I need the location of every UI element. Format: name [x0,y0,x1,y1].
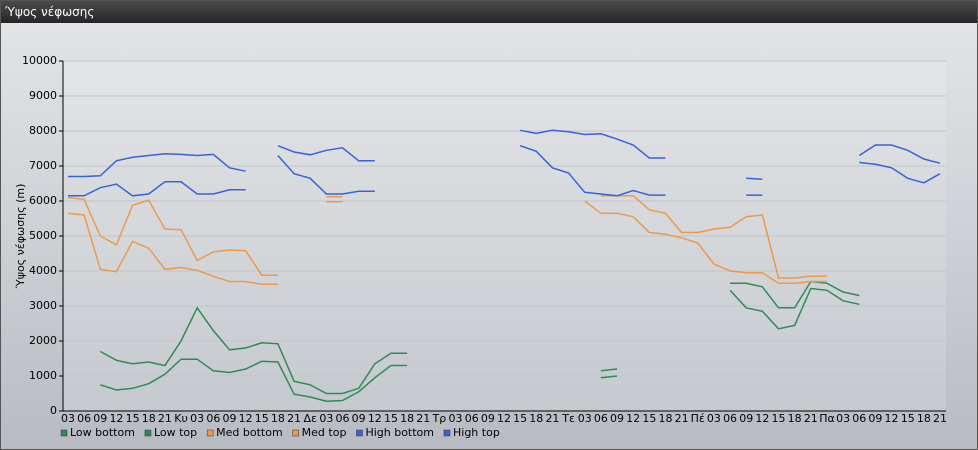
x-tick-label: 18 [271,412,285,425]
series-line [67,195,827,279]
x-tick-label: 03 [319,412,333,425]
y-tick-label: 9000 [29,89,57,102]
y-tick-label: 5000 [29,229,57,242]
legend-swatch [60,429,68,437]
window-title: Ύψος νέφωσης [1,1,977,23]
y-tick-label: 3000 [29,299,57,312]
x-tick-label: 21 [416,412,430,425]
x-tick-label: 06 [465,412,479,425]
y-tick-label: 0 [50,404,57,417]
x-tick-label: 09 [352,412,366,425]
x-tick-label: 12 [109,412,123,425]
x-tick-label: 18 [917,412,931,425]
legend-swatch [443,429,451,437]
y-tick-label: 10000 [22,54,57,67]
x-tick-label: 06 [336,412,350,425]
x-tick-label: 21 [933,412,947,425]
legend-label: Low bottom [70,426,135,439]
x-tick-label: 12 [626,412,640,425]
y-tick-label: 4000 [29,264,57,277]
legend-label: High bottom [365,426,434,439]
x-tick-label: 06 [594,412,608,425]
y-tick-label: 2000 [29,334,57,347]
x-tick-label: 03 [578,412,592,425]
x-tick-label: 21 [287,412,301,425]
legend-swatch [292,429,299,437]
x-tick-label: 15 [384,412,398,425]
x-tick-label: 18 [658,412,672,425]
x-tick-label: 12 [497,412,511,425]
x-tick-label: 09 [739,412,753,425]
legend-label: Med top [302,426,347,439]
x-tick-label: 09 [222,412,236,425]
x-tick-label: 15 [255,412,269,425]
y-axis-label: Ύψος νέφωσης (m) [14,184,27,290]
y-tick-label: 1000 [29,369,57,382]
series-line [67,200,827,286]
x-tick-label: 03 [449,412,463,425]
x-tick-label: 12 [885,412,899,425]
x-tick-label: 21 [545,412,559,425]
x-tick-label: 09 [868,412,882,425]
x-tick-label: Τε [561,412,575,425]
series-line [100,287,860,402]
x-tick-label: 15 [126,412,140,425]
x-tick-label: 15 [513,412,527,425]
x-tick-label: 09 [610,412,624,425]
x-tick-label: 03 [707,412,721,425]
x-tick-label: 06 [852,412,866,425]
x-tick-label: 21 [158,412,172,425]
x-tick-label: 15 [901,412,915,425]
x-tick-label: 18 [529,412,543,425]
x-tick-label: 03 [836,412,850,425]
series-line [68,129,941,181]
x-tick-label: 12 [368,412,382,425]
x-tick-label: 03 [61,412,75,425]
legend-label: Med bottom [216,426,283,439]
legend-swatch [356,429,363,437]
series-line [99,280,860,395]
y-tick-label: 6000 [29,194,57,207]
x-tick-label: Πα [819,412,835,425]
x-tick-label: 12 [755,412,769,425]
x-tick-label: Δε [303,412,317,425]
legend-label: High top [453,426,500,439]
legend-label: Low top [154,426,197,439]
x-tick-label: Τρ [432,412,447,425]
x-tick-label: 15 [642,412,656,425]
legend-swatch [206,429,214,437]
x-tick-label: Κυ [174,412,188,425]
x-tick-label: 15 [772,412,786,425]
y-tick-label: 8000 [29,124,57,137]
x-tick-label: 18 [400,412,414,425]
y-tick-label: 7000 [29,159,57,172]
x-tick-label: 18 [788,412,802,425]
x-tick-label: Πέ [691,412,705,425]
chart: 0 1000 2000 3000 4000 5000 6000 7000 8000 9000 100… [14,54,947,439]
x-tick-label: 09 [481,412,495,425]
x-tick-label: 06 [206,412,220,425]
x-tick-label: 06 [723,412,737,425]
x-tick-label: 06 [77,412,91,425]
legend-swatch [144,429,152,437]
x-tick-label: 18 [142,412,156,425]
series-line [68,144,941,197]
x-tick-label: 12 [239,412,253,425]
x-tick-label: 21 [675,412,689,425]
x-tick-label: 21 [804,412,818,425]
x-tick-label: 03 [190,412,204,425]
x-tick-label: 09 [93,412,107,425]
